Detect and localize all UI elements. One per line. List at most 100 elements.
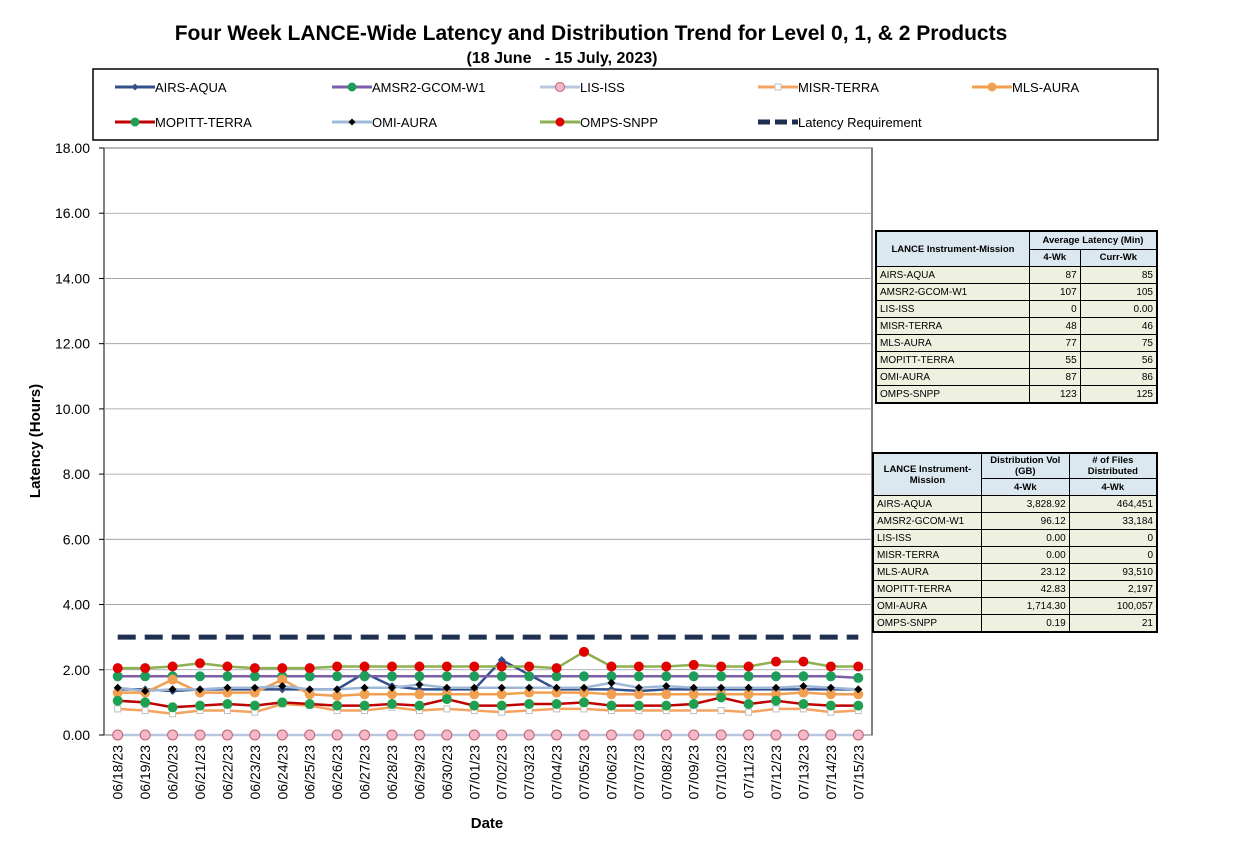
table-row: OMPS-SNPP 0.19 21 xyxy=(872,614,1158,633)
marker xyxy=(825,700,836,711)
series-line xyxy=(117,702,859,716)
y-tick-label: 16.00 xyxy=(55,205,90,221)
table-row: MLS-AURA 23.12 93,510 xyxy=(872,563,1158,581)
series xyxy=(112,729,864,741)
marker xyxy=(469,661,480,672)
marker xyxy=(167,702,178,713)
marker xyxy=(387,661,397,672)
table-cell: 0 xyxy=(1028,300,1081,318)
marker xyxy=(496,700,507,711)
table-cell: MISR-TERRA xyxy=(872,546,982,564)
legend-label: LIS-ISS xyxy=(580,80,625,95)
marker xyxy=(716,661,727,672)
table-cell: 48 xyxy=(1028,317,1081,335)
marker xyxy=(139,729,151,741)
table-cell: MLS-AURA xyxy=(875,334,1030,352)
marker xyxy=(854,685,863,694)
marker xyxy=(167,729,179,741)
marker xyxy=(772,705,780,713)
marker xyxy=(222,687,233,698)
legend-label: Latency Requirement xyxy=(798,115,922,130)
y-tick-label: 12.00 xyxy=(55,336,90,352)
table-cell: AMSR2-GCOM-W1 xyxy=(872,512,982,530)
table-cell: OMI-AURA xyxy=(875,368,1030,386)
marker xyxy=(304,663,315,674)
marker xyxy=(717,683,726,692)
legend-label: MOPITT-TERRA xyxy=(155,115,252,130)
marker xyxy=(660,729,672,741)
marker xyxy=(140,663,151,674)
marker xyxy=(716,671,727,682)
legend-label: AIRS-AQUA xyxy=(155,80,227,95)
marker xyxy=(469,671,480,682)
x-tick-label: 07/09/23 xyxy=(686,745,702,800)
header-cell: LANCE Instrument-Mission xyxy=(875,230,1030,267)
table-cell: 23.12 xyxy=(980,563,1070,581)
legend-label: AMSR2-GCOM-W1 xyxy=(372,80,485,95)
legend-box xyxy=(92,68,1159,141)
marker xyxy=(579,687,589,698)
marker xyxy=(825,729,837,741)
header-cell: Average Latency (Min) xyxy=(1028,230,1158,250)
marker xyxy=(987,82,997,92)
marker xyxy=(743,729,755,741)
table-cell: 105 xyxy=(1079,283,1158,301)
marker xyxy=(415,680,424,689)
marker xyxy=(661,689,672,700)
marker xyxy=(359,671,370,682)
series xyxy=(112,671,864,683)
marker xyxy=(470,683,479,692)
table-cell: 1,714.30 xyxy=(980,597,1070,615)
marker xyxy=(745,708,753,716)
x-tick-label: 06/23/23 xyxy=(247,745,263,800)
marker xyxy=(331,729,343,741)
x-tick-label: 07/01/23 xyxy=(466,745,482,800)
marker xyxy=(414,661,425,672)
table-cell: 46 xyxy=(1079,317,1158,335)
marker xyxy=(853,661,864,672)
x-tick-label: 06/20/23 xyxy=(165,745,181,800)
marker xyxy=(716,692,727,703)
legend-label: OMPS-SNPP xyxy=(580,115,658,130)
marker xyxy=(797,729,809,741)
table-cell: LIS-ISS xyxy=(872,529,982,547)
table-row: MISR-TERRA 0.00 0 xyxy=(872,546,1158,564)
marker xyxy=(605,729,617,741)
marker xyxy=(551,671,562,682)
marker xyxy=(276,729,288,741)
marker xyxy=(249,700,260,711)
marker xyxy=(771,671,781,682)
table-cell: 33,184 xyxy=(1068,512,1158,530)
marker xyxy=(304,729,316,741)
table-cell: 123 xyxy=(1028,385,1081,404)
marker xyxy=(112,671,123,682)
x-tick-label: 07/06/23 xyxy=(603,745,619,800)
table-cell: 2,197 xyxy=(1068,580,1158,598)
x-tick-label: 06/18/23 xyxy=(110,745,126,800)
marker xyxy=(743,661,754,672)
table-row: LIS-ISS 0 0.00 xyxy=(875,300,1158,318)
table-cell: 100,057 xyxy=(1068,597,1158,615)
marker xyxy=(633,661,644,672)
marker xyxy=(441,671,452,682)
marker xyxy=(304,689,315,700)
marker xyxy=(347,82,357,92)
table-cell: 86 xyxy=(1079,368,1158,386)
marker xyxy=(112,663,123,674)
marker xyxy=(359,689,370,700)
marker xyxy=(386,729,398,741)
marker xyxy=(194,729,206,741)
table-cell: OMI-AURA xyxy=(872,597,982,615)
marker xyxy=(771,695,781,706)
marker xyxy=(524,671,535,682)
marker xyxy=(524,699,535,710)
y-tick-label: 0.00 xyxy=(63,727,90,743)
table-row: AMSR2-GCOM-W1 96.12 33,184 xyxy=(872,512,1158,530)
marker xyxy=(414,700,425,711)
marker xyxy=(661,661,672,672)
marker xyxy=(662,682,671,691)
marker xyxy=(469,700,480,711)
marker xyxy=(497,683,506,692)
x-axis-title: Date xyxy=(471,815,504,832)
marker xyxy=(496,689,507,700)
